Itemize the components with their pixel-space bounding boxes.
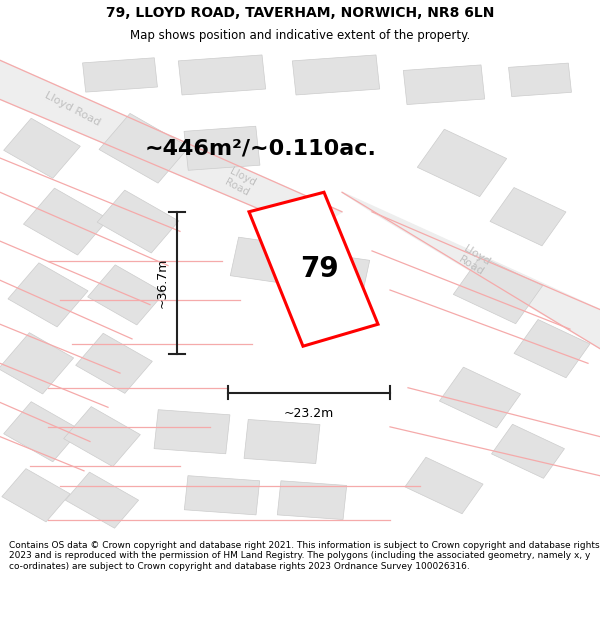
Polygon shape <box>342 192 600 349</box>
Text: Lloyd
Road: Lloyd Road <box>455 244 493 278</box>
Text: Lloyd Road: Lloyd Road <box>43 91 101 128</box>
Bar <box>439 367 521 428</box>
Bar <box>0 332 74 394</box>
Bar <box>4 402 80 462</box>
Bar <box>509 63 571 97</box>
Text: Lloyd
Road: Lloyd Road <box>223 166 257 199</box>
Bar <box>403 65 485 104</box>
Bar <box>491 424 565 478</box>
Bar <box>178 55 266 95</box>
Bar <box>454 256 542 324</box>
Bar <box>64 407 140 467</box>
Bar <box>88 265 164 325</box>
Bar <box>2 469 70 522</box>
Bar <box>65 472 139 528</box>
Bar <box>154 410 230 454</box>
Bar <box>184 126 260 170</box>
Polygon shape <box>249 192 378 346</box>
Text: 79, LLOYD ROAD, TAVERHAM, NORWICH, NR8 6LN: 79, LLOYD ROAD, TAVERHAM, NORWICH, NR8 6… <box>106 6 494 20</box>
Bar <box>405 458 483 514</box>
Text: Contains OS data © Crown copyright and database right 2021. This information is : Contains OS data © Crown copyright and d… <box>9 541 599 571</box>
Bar <box>277 481 347 519</box>
Bar <box>4 118 80 178</box>
Bar <box>99 113 189 183</box>
Text: 79: 79 <box>300 254 339 282</box>
Bar <box>230 237 298 284</box>
Bar <box>97 190 179 253</box>
Text: ~23.2m: ~23.2m <box>284 407 334 419</box>
Bar <box>514 319 590 378</box>
Bar <box>23 188 109 255</box>
Bar <box>292 55 380 95</box>
Bar <box>244 419 320 464</box>
Bar <box>490 188 566 246</box>
Bar <box>76 333 152 393</box>
Bar <box>418 129 506 197</box>
Bar <box>83 58 157 92</box>
Text: ~446m²/~0.110ac.: ~446m²/~0.110ac. <box>145 138 377 158</box>
Text: ~36.7m: ~36.7m <box>155 258 169 308</box>
Bar <box>302 252 370 299</box>
Bar <box>184 476 260 515</box>
Bar <box>8 263 88 327</box>
Polygon shape <box>0 60 342 231</box>
Text: Map shows position and indicative extent of the property.: Map shows position and indicative extent… <box>130 29 470 42</box>
